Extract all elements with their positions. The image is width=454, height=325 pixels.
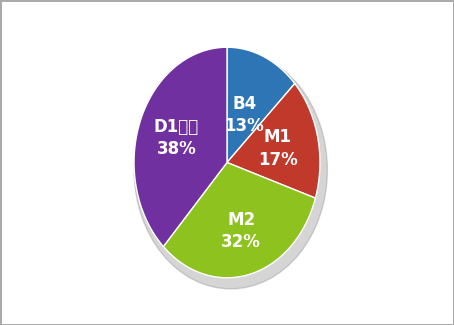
Text: M2
32%: M2 32%	[221, 211, 261, 251]
Text: M1
17%: M1 17%	[258, 128, 298, 169]
Polygon shape	[134, 47, 227, 247]
Text: D1以上
38%: D1以上 38%	[153, 118, 199, 158]
Ellipse shape	[134, 51, 327, 289]
Text: B4
13%: B4 13%	[224, 95, 264, 135]
Polygon shape	[227, 47, 295, 162]
Polygon shape	[163, 162, 316, 278]
Polygon shape	[227, 84, 320, 198]
